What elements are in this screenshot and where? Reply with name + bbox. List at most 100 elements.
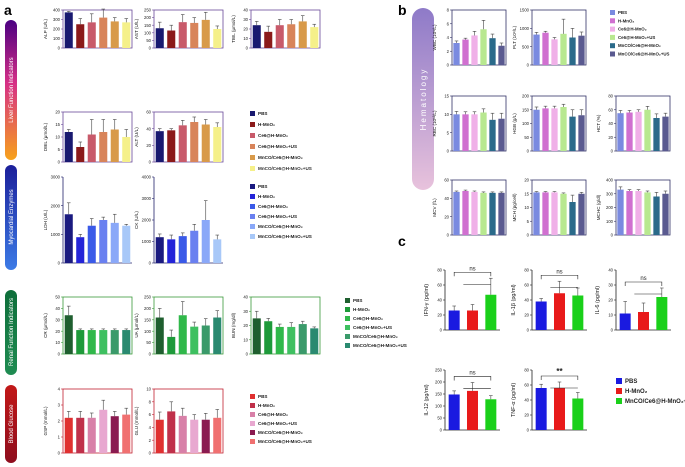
ua-chart: 0 50 100 150 200 250 UA (μmol/L) xyxy=(134,295,224,357)
hct-tick-label: 40 xyxy=(608,121,613,126)
mchc-frame xyxy=(615,179,671,236)
il6-chart: 0 10 20 30 40 IL-6 (pg/ml) ns xyxy=(595,268,671,333)
c-legend-label: PBS xyxy=(625,379,637,385)
bun-bar xyxy=(252,318,261,354)
tbil-bar xyxy=(275,25,284,48)
renal-legend: PBS H-MnO₂ Ce6@H-MnO₂ Ce6@H-MnO₂+US MnCO/Ce6… xyxy=(345,298,407,348)
plt-tick-label: 1000 xyxy=(520,26,530,31)
mchc-tick-label: 0 xyxy=(611,233,614,238)
wbc-bar xyxy=(471,35,478,65)
ua-tick-label: 0 xyxy=(149,352,152,357)
il6-tick-label: 30 xyxy=(608,283,613,288)
myo-legend-label: MnCO/Ce6@H-MnO₂+US xyxy=(258,234,312,239)
glucose-legend-label: Ce6@H-MnO₂+US xyxy=(258,421,297,426)
renal-legend-swatch xyxy=(345,334,350,339)
mchc-chart: 0 100 200 300 400 MCHC (g/dl) xyxy=(596,178,671,238)
bun-tick-label: 30 xyxy=(243,309,248,314)
ifn-tick-label: 0 xyxy=(440,328,443,333)
ast-tick-label: 250 xyxy=(144,8,152,13)
panel-label-b: b xyxy=(398,2,407,18)
hema-legend-swatch xyxy=(610,18,615,24)
tnf-sig-bracket xyxy=(540,375,579,380)
rbc-bar xyxy=(480,112,487,151)
hgb-ylabel: HGB (g/L) xyxy=(512,113,517,134)
plt-bar xyxy=(533,34,540,65)
il12-sig-label: ns xyxy=(469,370,475,376)
ldh-bar xyxy=(99,220,108,263)
mcv-frame xyxy=(451,179,507,236)
bun-chart: 0 10 20 30 40 BUN (mg/dl) xyxy=(231,295,321,357)
gsp-bar xyxy=(76,417,85,453)
plt-bar xyxy=(551,39,558,65)
ast-bar xyxy=(201,19,210,48)
alt-tick-label: 0 xyxy=(149,160,152,165)
tbil-bar xyxy=(264,31,273,48)
wbc-ylabel: WBC (10⁹/L) xyxy=(432,24,437,50)
alp-bar xyxy=(76,24,85,48)
dbil-tick-label: 10 xyxy=(55,135,60,140)
hct-tick-label: 60 xyxy=(608,107,613,112)
il1b-bar xyxy=(554,293,565,330)
ast-tick-label: 50 xyxy=(146,38,151,43)
ua-bar xyxy=(178,315,187,354)
tnf-ylabel: TNF-α (pg/ml) xyxy=(511,383,517,418)
mchc-bar xyxy=(617,189,624,235)
ifn-sig-bracket xyxy=(453,271,492,277)
ua-tick-label: 50 xyxy=(146,340,151,345)
alt-bar xyxy=(167,130,176,162)
dbil-frame xyxy=(62,111,133,163)
mch-chart: 0 5 10 15 20 MCH (pg/cell) xyxy=(512,178,587,238)
renal-legend-label: MnCO/Ce6@H-MnO₂+US xyxy=(353,343,407,348)
tbil-bar xyxy=(298,21,307,48)
ast-tick-label: 0 xyxy=(149,46,152,51)
dbil-bar xyxy=(64,132,73,162)
il1b-tick-label: 40 xyxy=(524,298,529,303)
plt-tick-label: 500 xyxy=(522,44,530,49)
hema-legend-swatch xyxy=(610,26,615,32)
glucose-legend-swatch xyxy=(250,394,255,399)
hct-tick-label: 0 xyxy=(611,149,614,154)
plt-bar xyxy=(542,32,549,65)
liver-legend-swatch xyxy=(250,144,255,149)
myo-legend-label: Ce6@H-MnO₂ xyxy=(258,204,288,209)
glucose-legend-swatch xyxy=(250,421,255,426)
hct-tick-label: 80 xyxy=(608,94,613,99)
bun-tick-label: 10 xyxy=(243,337,248,342)
hgb-tick-label: 200 xyxy=(522,94,530,99)
dbil-chart: 0 5 10 15 20 DBIL (μmol/L) xyxy=(43,110,133,165)
ua-bar xyxy=(167,336,176,354)
ck-tick-label: 4000 xyxy=(142,175,152,180)
ast-bar xyxy=(190,22,199,48)
bun-bar xyxy=(264,321,273,354)
il1b-ylabel: IL-1β (pg/ml) xyxy=(511,284,517,315)
renal-legend-swatch xyxy=(345,298,350,303)
wbc-tick-label: 0 xyxy=(447,63,450,68)
ast-bar xyxy=(213,29,222,48)
ldh-bar xyxy=(64,214,73,263)
cr-bar xyxy=(110,330,119,354)
mcv-tick-label: 60 xyxy=(444,178,449,183)
gsp-bar xyxy=(99,409,108,453)
tnf-bar xyxy=(554,388,565,430)
mch-bar xyxy=(551,192,558,235)
ldh-tick-label: 1000 xyxy=(51,232,61,237)
alp-bar xyxy=(110,21,119,48)
il1b-sig-label: ns xyxy=(556,269,562,275)
bun-tick-label: 40 xyxy=(243,295,248,300)
gsp-tick-label: 4 xyxy=(58,387,61,392)
il12-tick-label: 0 xyxy=(440,428,443,433)
cr-tick-label: 0 xyxy=(58,352,61,357)
panel-label-a: a xyxy=(4,2,12,18)
ck-bar xyxy=(155,237,164,263)
alt-bar xyxy=(201,124,210,162)
alt-bar xyxy=(190,122,199,162)
ldh-bar xyxy=(110,222,119,263)
il1b-chart: 0 20 40 60 80 IL-1β (pg/ml) ns xyxy=(511,268,587,333)
dbil-bar xyxy=(76,147,85,162)
ua-tick-label: 100 xyxy=(144,329,152,334)
il12-chart: 0 50 100 150 200 250 IL-12 (pg/ml) ns xyxy=(424,368,500,433)
liver-legend-swatch xyxy=(250,155,255,160)
ast-bar xyxy=(178,22,187,48)
hct-bar xyxy=(644,109,651,151)
hema-legend-swatch xyxy=(610,51,615,57)
